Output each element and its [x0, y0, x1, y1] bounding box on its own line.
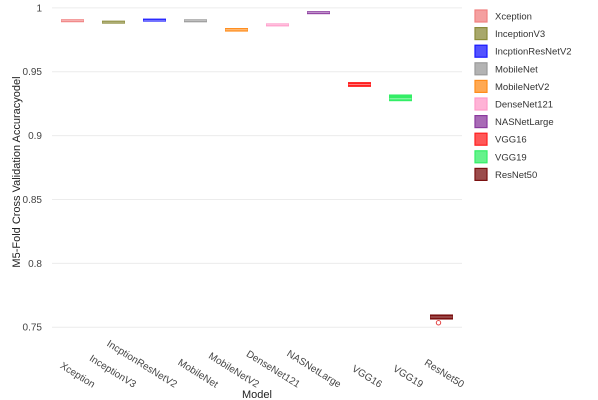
y-tick-label: 0.95: [23, 67, 43, 78]
x-tick-label: Xception: [58, 361, 97, 391]
box-xception: [61, 19, 84, 23]
x-tick-label: VGG19: [391, 364, 425, 391]
outlier-point: [435, 320, 442, 326]
boxes: [61, 11, 453, 326]
y-tick-label: 0.8: [28, 259, 42, 270]
legend-label: DenseNet121: [495, 100, 553, 111]
legend-label: Xception: [495, 12, 532, 23]
legend-swatch: [474, 97, 488, 111]
box-body: [389, 94, 412, 102]
legend-swatch: [474, 9, 488, 23]
legend-swatch: [474, 167, 488, 181]
x-axis-title: Model: [242, 389, 272, 400]
box-inceptionv3: [102, 20, 125, 24]
y-tick-label: 0.85: [23, 195, 43, 206]
y-tick-label: 1: [36, 3, 42, 14]
legend: Xception InceptionV3 IncptionResNetV2 Mobil…: [474, 9, 572, 181]
x-tick-label: VGG16: [350, 364, 384, 391]
box-densenet121: [266, 23, 289, 27]
legend-label: MobileNetV2: [495, 82, 549, 93]
legend-swatch: [474, 132, 488, 146]
legend-label: IncptionResNetV2: [495, 47, 572, 58]
y-axis-title: M5-Fold Cross Validation Accuracyodel: [11, 76, 23, 267]
legend-swatch: [474, 27, 488, 41]
box-vgg19: [389, 94, 412, 102]
legend-swatch: [474, 79, 488, 94]
box-vgg16: [348, 82, 371, 87]
box-nasnetlarge: [307, 11, 330, 15]
x-axis-ticks: XceptionInceptionV3IncptionResNetV2Mobil…: [58, 338, 466, 390]
legend-label: MobileNet: [495, 64, 538, 75]
box-mobilenet: [184, 19, 207, 23]
legend-swatch: [474, 44, 488, 58]
y-tick-label: 0.9: [28, 131, 42, 142]
box-incptionresnetv2: [143, 18, 166, 22]
legend-label: VGG19: [495, 152, 527, 163]
grid-lines: [52, 7, 462, 328]
x-tick-label: IncptionResNetV2: [105, 338, 180, 390]
legend-label: NASNetLarge: [495, 117, 554, 128]
legend-swatch: [474, 150, 488, 164]
x-tick-label: ResNet50: [422, 358, 466, 391]
y-tick-label: 0.75: [23, 323, 43, 334]
legend-label: VGG16: [495, 135, 527, 146]
legend-swatch: [474, 114, 488, 129]
legend-label: InceptionV3: [495, 29, 545, 40]
legend-label: ResNet50: [495, 170, 537, 181]
y-axis-ticks: 0.75 0.8 0.85 0.9 0.95 1: [23, 3, 43, 333]
legend-swatch: [474, 62, 488, 76]
box-mobilenetv2: [225, 28, 248, 32]
box-resnet50: [430, 314, 453, 326]
